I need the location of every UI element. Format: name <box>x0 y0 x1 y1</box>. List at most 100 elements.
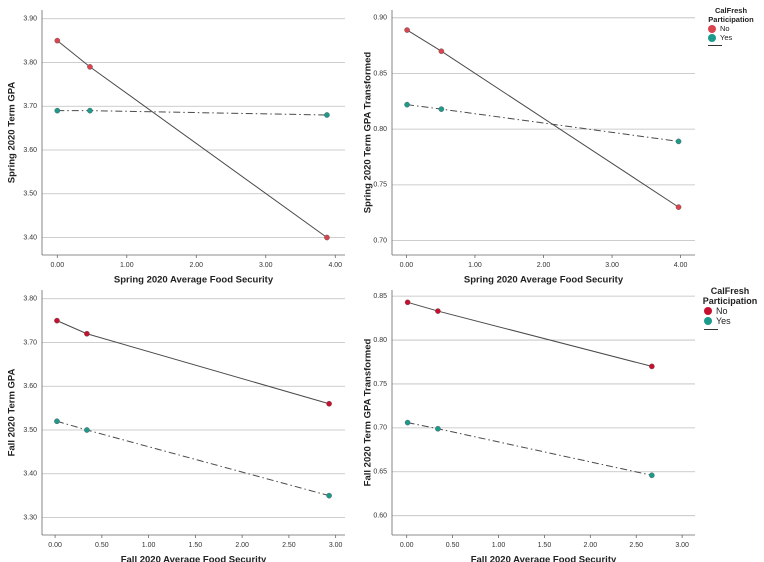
series-line <box>407 104 679 142</box>
data-point <box>326 400 332 407</box>
data-point <box>404 419 411 426</box>
x-tick-label: 3.00 <box>605 262 619 269</box>
data-point <box>84 330 90 337</box>
x-axis-title: Spring 2020 Average Food Security <box>114 275 274 286</box>
data-point <box>404 101 410 108</box>
y-tick-label: 0.80 <box>373 126 387 133</box>
x-tick-label: 2.00 <box>537 262 551 269</box>
y-axis-title: Fall 2020 Term GPA <box>7 368 18 456</box>
data-point <box>675 204 682 210</box>
x-tick-label: 1.00 <box>142 542 156 549</box>
y-tick-label: 0.70 <box>373 425 387 432</box>
y-axis-title: Spring 2020 Term GPA <box>7 82 18 184</box>
legend-marker <box>704 317 712 325</box>
data-point <box>435 425 441 432</box>
legend-marker <box>704 307 712 315</box>
y-tick-label: 0.80 <box>373 337 387 344</box>
y-tick-label: 3.60 <box>23 383 37 390</box>
x-tick-label: 0.00 <box>400 262 414 269</box>
y-axis-title: Spring 2020 Term GPA Transformed <box>363 52 374 214</box>
legend-entry: No <box>704 306 764 316</box>
data-point <box>675 138 682 145</box>
y-tick-label: 3.50 <box>23 427 37 434</box>
x-tick-label: 1.00 <box>492 542 506 549</box>
x-axis-title: Fall 2020 Average Food Security <box>121 555 267 562</box>
legend: CalFresh Participation No Yes <box>700 6 762 46</box>
x-tick-label: 0.50 <box>95 542 109 549</box>
series-line <box>56 320 330 405</box>
y-tick-label: 3.70 <box>23 103 37 110</box>
x-axis-title: Spring 2020 Average Food Security <box>464 275 624 286</box>
y-tick-label: 3.70 <box>23 339 37 346</box>
data-point <box>54 37 61 44</box>
legend-label: Yes <box>716 316 731 326</box>
data-point <box>84 427 90 433</box>
x-tick-label: 2.50 <box>282 542 296 549</box>
legend-line <box>708 45 722 46</box>
y-tick-label: 0.75 <box>373 182 387 189</box>
x-tick-label: 2.00 <box>235 542 249 549</box>
x-tick-label: 2.00 <box>584 542 598 549</box>
series-line <box>57 110 327 116</box>
x-tick-label: 2.50 <box>629 542 643 549</box>
data-point <box>54 317 60 324</box>
legend: CalFresh Participation No Yes <box>696 286 764 330</box>
legend-line <box>704 329 718 330</box>
data-point <box>87 64 93 70</box>
x-axis-title: Fall 2020 Average Food Security <box>471 555 617 562</box>
y-tick-label: 0.65 <box>373 469 387 476</box>
legend-label: Yes <box>720 33 733 42</box>
data-point <box>438 106 445 112</box>
y-tick-label: 0.90 <box>373 15 387 22</box>
x-tick-label: 3.00 <box>329 542 343 549</box>
legend-title: CalFresh Participation <box>702 286 758 306</box>
legend-label: No <box>716 306 728 316</box>
x-tick-label: 1.00 <box>468 262 482 269</box>
data-point <box>324 112 330 118</box>
legend-marker <box>708 24 716 33</box>
y-tick-label: 0.70 <box>373 237 387 244</box>
y-tick-label: 3.90 <box>23 16 37 23</box>
series-line <box>406 29 679 208</box>
y-tick-label: 3.50 <box>23 191 37 198</box>
x-tick-label: 0.50 <box>446 542 460 549</box>
data-point <box>649 472 655 479</box>
data-point <box>87 107 93 114</box>
legend-entry: No <box>708 24 762 33</box>
y-tick-label: 0.75 <box>373 381 387 388</box>
y-tick-label: 3.80 <box>23 296 37 303</box>
y-tick-label: 3.40 <box>23 234 37 241</box>
legend-label: No <box>720 24 730 33</box>
x-tick-label: 4.00 <box>328 262 342 269</box>
y-axis-title: Fall 2020 Term GPA Transformed <box>363 338 374 486</box>
x-tick-label: 1.50 <box>189 542 203 549</box>
x-tick-label: 1.00 <box>120 262 134 269</box>
y-tick-label: 3.60 <box>23 147 37 154</box>
legend-entry: Yes <box>708 33 762 42</box>
data-point <box>438 48 445 55</box>
x-tick-label: 1.50 <box>538 542 552 549</box>
y-tick-label: 3.30 <box>23 514 37 521</box>
legend-entry: Yes <box>704 316 764 326</box>
y-tick-label: 0.85 <box>373 70 387 77</box>
x-tick-label: 0.00 <box>50 262 64 269</box>
series-line <box>56 420 330 497</box>
y-tick-label: 3.40 <box>23 471 37 478</box>
data-point <box>404 299 411 306</box>
x-tick-label: 0.00 <box>48 542 62 549</box>
data-point <box>326 492 332 499</box>
legend-marker <box>708 33 716 42</box>
data-point <box>54 418 60 425</box>
data-point <box>435 308 441 314</box>
data-point <box>404 27 410 33</box>
series-line <box>407 301 652 367</box>
y-tick-label: 3.80 <box>23 59 37 66</box>
y-tick-label: 0.85 <box>373 293 387 300</box>
series-line <box>407 422 652 476</box>
y-tick-label: 0.60 <box>373 513 387 520</box>
data-point <box>649 363 655 370</box>
series-line <box>56 40 328 238</box>
data-point <box>54 107 61 114</box>
